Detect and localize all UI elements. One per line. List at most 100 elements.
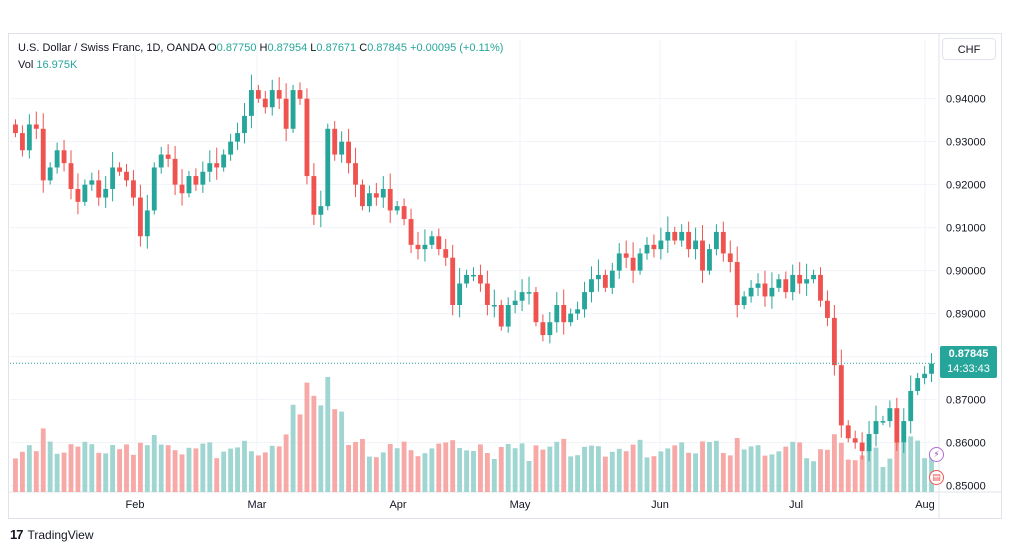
volume-bar (373, 457, 379, 492)
candle-body (658, 240, 664, 250)
high-value: 0.87954 (267, 42, 308, 54)
candle-body (235, 133, 240, 142)
volume-bar (436, 443, 442, 492)
volume-bar (762, 455, 768, 492)
candle-body (262, 98, 268, 108)
candle-body (200, 171, 206, 185)
candle-body (373, 193, 379, 198)
candle-body (124, 171, 129, 181)
candle-body (214, 163, 220, 168)
change-value: +0.00095 (+0.11%) (410, 42, 504, 54)
volume-bar (484, 453, 490, 492)
candle-body (498, 305, 504, 327)
x-tick-label: Jul (789, 499, 803, 511)
tradingview-branding[interactable]: 17 TradingView (10, 527, 94, 542)
x-tick-label: Apr (389, 499, 406, 511)
candle-body (686, 231, 692, 250)
x-tick-label: Feb (126, 499, 145, 511)
volume-bar (137, 442, 143, 492)
candle-body (748, 287, 754, 297)
volume-bar (207, 442, 213, 492)
volume-bar (193, 448, 199, 492)
volume-bar (741, 449, 747, 492)
volume-bar (915, 440, 921, 492)
economic-event-icon[interactable]: ▤ (929, 470, 944, 485)
volume-bar (415, 456, 421, 492)
volume-bar (117, 449, 122, 492)
candle-body (727, 253, 733, 263)
volume-bar (124, 444, 129, 492)
candle-body (741, 296, 747, 306)
candle-body (471, 274, 476, 277)
candle-body (110, 167, 116, 189)
candle-body (790, 274, 796, 293)
volume-bar (852, 460, 858, 492)
symbol-title[interactable]: U.S. Dollar / Swiss Franc, 1D, OANDA (18, 42, 206, 54)
volume-bar (318, 405, 324, 492)
candle-body (630, 257, 636, 271)
volume-bar (686, 452, 692, 492)
open-value: 0.87750 (216, 42, 257, 54)
volume-bar (228, 448, 234, 492)
candles (13, 74, 934, 462)
candle-body (762, 283, 768, 297)
volume-bar (186, 447, 192, 492)
volume-bar (727, 455, 733, 492)
candle-body (831, 317, 837, 366)
volume-bar (75, 446, 81, 492)
open-label: O (208, 42, 217, 54)
volume-bar (151, 435, 157, 492)
candle-body (457, 283, 463, 306)
candle-body (464, 274, 469, 284)
volume-bar (707, 442, 712, 492)
volume-bar (540, 449, 546, 492)
candle-body (89, 180, 95, 185)
volume-bar (33, 451, 39, 492)
candle-body (436, 236, 442, 250)
chart-frame (8, 33, 1002, 519)
candle-body (19, 133, 25, 151)
tradingview-name: TradingView (27, 527, 94, 542)
volume-bar (700, 441, 705, 492)
tradingview-logo-icon: 17 (10, 527, 24, 542)
volume-bar (172, 450, 178, 492)
candle-body (859, 442, 865, 452)
candle-body (33, 124, 39, 129)
volume-bar (811, 461, 816, 492)
volume-bar (713, 440, 719, 492)
candle-body (346, 141, 352, 164)
volume-bar (582, 446, 587, 492)
volume-bar (89, 444, 95, 492)
candle-body (332, 128, 338, 155)
dividend-event-icon[interactable]: ⚡ (929, 447, 944, 462)
volume-bar (283, 434, 289, 492)
volume-bar (332, 409, 338, 492)
volume-bar (797, 442, 803, 492)
volume-bar (276, 446, 282, 492)
volume-bar (554, 441, 560, 492)
volume-bar (838, 442, 844, 492)
candle-body (838, 365, 844, 426)
volume-bar (464, 450, 469, 492)
volume-bar (831, 434, 837, 492)
candle-body (478, 274, 483, 284)
candle-body (568, 313, 574, 323)
candle-body (575, 309, 581, 314)
volume-bar (922, 458, 928, 492)
candle-body (165, 154, 171, 159)
candle-body (75, 188, 81, 202)
candle-body (734, 262, 740, 306)
candle-body (873, 421, 879, 434)
x-tick-label: Mar (248, 499, 267, 511)
volume-bar (214, 458, 220, 492)
candle-body (554, 305, 560, 323)
volume-bar (776, 451, 782, 492)
volume-bar (144, 445, 150, 492)
currency-button[interactable]: CHF (942, 38, 996, 60)
candle-body (339, 141, 345, 155)
volume-bar (866, 448, 872, 492)
candle-body (679, 231, 685, 241)
candle-body (484, 283, 490, 306)
volume-bar (519, 443, 525, 492)
